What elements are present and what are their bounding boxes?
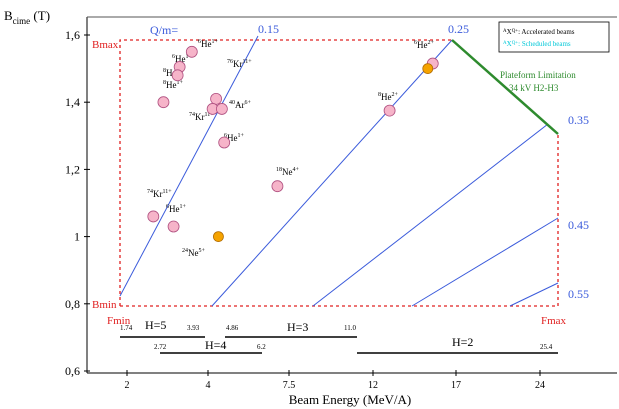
fmax-label: Fmax xyxy=(541,315,567,327)
beam-point-scheduled xyxy=(213,231,224,243)
x-tick-label: 17 xyxy=(451,380,461,391)
beam-point-accelerated xyxy=(147,210,160,223)
harmonic-max-value: 3.93 xyxy=(187,324,200,332)
beam-point-accelerated xyxy=(171,69,184,82)
harmonic-max-value: 6.2 xyxy=(257,343,266,351)
qm-label-0.45: 0.45 xyxy=(568,218,589,232)
y-tick-label: 1,4 xyxy=(65,95,80,109)
harmonic-label: H=2 xyxy=(452,335,473,349)
beam-label: 6He1+ xyxy=(198,39,219,49)
beam-point-accelerated xyxy=(210,92,223,105)
qm-line-0.55 xyxy=(509,282,559,307)
beam-label: 74Kr11+ xyxy=(189,112,214,122)
harmonic-min-value: 1.74 xyxy=(120,324,133,332)
qm-label-0.25: 0.25 xyxy=(448,22,469,36)
beam-label: 8He2+ xyxy=(378,92,399,102)
beam-label: 74Kr11+ xyxy=(147,189,172,199)
envelope-top-left xyxy=(119,39,452,306)
platform-limitation-label: Plateform Limitation xyxy=(500,70,576,80)
legend-box xyxy=(498,21,610,53)
beam-point-scheduled xyxy=(422,63,434,74)
beam-label: 76Kr11+ xyxy=(227,59,252,69)
beam-point-accelerated xyxy=(157,96,170,109)
qm-line-0.15 xyxy=(119,35,259,297)
y-tick-label: 1,2 xyxy=(65,162,80,176)
beam-label: 40Ar6+ xyxy=(229,100,252,110)
harmonic-max-value: 11.0 xyxy=(344,324,356,332)
beam-label: 6He2+ xyxy=(414,40,435,50)
x-tick-label: 12 xyxy=(368,380,378,391)
x-tick-label: 24 xyxy=(535,380,545,391)
qm-line-0.35 xyxy=(312,123,549,307)
qm-line-0.25 xyxy=(211,39,453,307)
beam-point-accelerated xyxy=(185,45,198,58)
qm-label-0.55: 0.55 xyxy=(568,287,589,301)
qm-label-0.35: 0.35 xyxy=(568,113,589,127)
y-tick-label: 1,6 xyxy=(65,28,80,42)
beam-label: 6He1+ xyxy=(172,54,193,64)
qm-line-0.45 xyxy=(411,217,559,307)
harmonic-max-value: 25.4 xyxy=(540,343,553,351)
beam-point-accelerated xyxy=(218,136,231,149)
beam-label-scheduled: 24Ne5+ xyxy=(182,248,206,258)
x-tick-label: 2 xyxy=(125,380,130,391)
x-tick-label: 4 xyxy=(206,380,211,391)
platform-limitation-line xyxy=(451,39,559,135)
x-tick-label: 7.5 xyxy=(283,380,296,391)
legend-scheduled: AXQ+: Scheduled beams xyxy=(503,40,571,48)
y-tick-label: 1 xyxy=(74,230,80,244)
x-axis-label: Beam Energy (MeV/A) xyxy=(289,392,412,407)
beam-label: 18Ne4+ xyxy=(276,167,300,177)
beam-label: 8He1+ xyxy=(163,80,184,90)
beam-label: 6He1+ xyxy=(166,204,187,214)
y-tick-label: 0,8 xyxy=(65,297,80,311)
beam-point-accelerated xyxy=(271,180,284,193)
harmonic-label: H=3 xyxy=(287,320,308,334)
beam-point-accelerated xyxy=(167,220,180,233)
y-axis-label: Bcime (T) xyxy=(4,8,50,26)
qm-label-0.15: 0.15 xyxy=(258,22,279,36)
harmonic-min-value: 2.72 xyxy=(154,343,167,351)
legend-accelerated: AXQ+: Accelerated beams xyxy=(503,28,575,36)
fmin-label: Fmin xyxy=(107,315,131,327)
harmonic-label: H=4 xyxy=(205,338,226,352)
bmin-label: Bmin xyxy=(92,299,117,311)
harmonic-label: H=5 xyxy=(145,318,166,332)
harmonic-min-value: 4.86 xyxy=(226,324,239,332)
platform-limitation-voltage: 34 kV H2-H3 xyxy=(509,83,559,93)
qm-header: Q/m= xyxy=(150,23,178,37)
y-tick-label: 0,6 xyxy=(65,364,80,378)
beam-point-accelerated xyxy=(383,104,396,117)
beam-label: 6He1+ xyxy=(224,133,245,143)
envelope-bottom-right xyxy=(120,134,559,307)
beam-point-accelerated xyxy=(215,103,228,115)
bmax-label: Bmax xyxy=(92,39,119,51)
